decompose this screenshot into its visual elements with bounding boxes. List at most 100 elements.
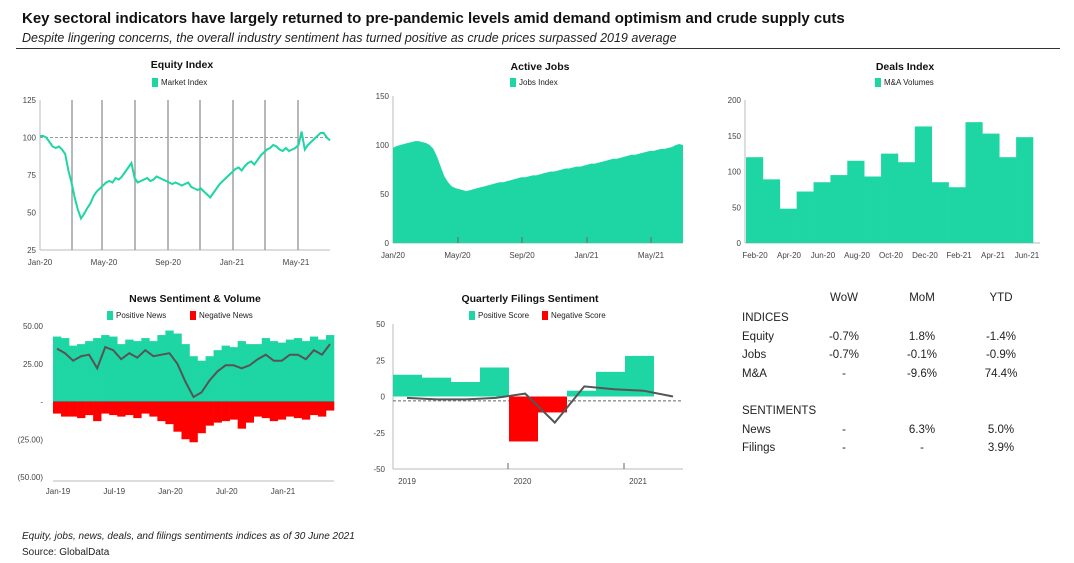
- row-label: M&A: [742, 368, 767, 380]
- news-xtick: Jul-20: [216, 487, 238, 496]
- news-negative-bar: [309, 401, 319, 416]
- filings-positive-bar: [480, 367, 509, 397]
- jobs-xtick: May/20: [444, 251, 471, 260]
- news-negative-bar: [173, 401, 182, 432]
- news-xtick: Jan-20: [158, 487, 183, 496]
- deals-xtick: Apr-20: [777, 251, 802, 260]
- deals-bar: [1016, 137, 1034, 243]
- title-divider: [16, 48, 1060, 49]
- news-positive-bar: [189, 356, 198, 402]
- row-mom: 1.8%: [908, 331, 936, 343]
- row-ytd: -1.4%: [985, 331, 1017, 343]
- news-positive-bar: [237, 341, 246, 402]
- news-positive-bar: [309, 336, 319, 402]
- equity-xtick: May-20: [91, 258, 118, 267]
- equity-series-line: [40, 131, 331, 221]
- deals-bar: [830, 175, 848, 243]
- news-negative-bar: [229, 401, 238, 420]
- deals-xtick: Aug-20: [844, 251, 870, 260]
- jobs-xtick: Sep/20: [509, 251, 535, 260]
- news-negative-bar: [53, 401, 62, 414]
- deals-xtick: Apr-21: [981, 251, 1006, 260]
- jobs-xtick: Jan/21: [574, 251, 599, 260]
- deals-legend-swatch: [875, 78, 881, 87]
- filings-negative-bar: [509, 396, 538, 442]
- equity-xtick: Jan-21: [220, 258, 245, 267]
- row-mom: -9.6%: [906, 368, 938, 380]
- news-positive-bar: [181, 344, 190, 402]
- filings-ytick: -50: [373, 465, 385, 474]
- news-positive-bar: [85, 341, 94, 402]
- filings-legend-negative-swatch: [542, 311, 548, 320]
- news-positive-bar: [221, 345, 230, 402]
- sentiments-heading: SENTIMENTS: [742, 405, 1062, 421]
- news-positive-bar: [269, 341, 279, 402]
- news-negative-bar: [221, 401, 230, 422]
- table-row: Filings - - 3.9%: [742, 442, 1062, 458]
- news-positive-bar: [149, 341, 158, 402]
- news-xtick: Jan-21: [271, 487, 296, 496]
- filings-positive-bar: [451, 382, 480, 397]
- news-negative-bar: [253, 401, 263, 417]
- table-row: M&A - -9.6% 74.4%: [742, 368, 1062, 384]
- news-ytick: 50.00: [23, 322, 44, 331]
- news-negative-bar: [245, 401, 255, 423]
- news-negative-bar: [189, 401, 198, 443]
- news-negative-bar: [213, 401, 222, 423]
- deals-ytick: 50: [732, 203, 741, 212]
- filings-ytick: 0: [381, 393, 386, 402]
- news-chart-title: News Sentiment & Volume: [129, 293, 261, 305]
- equity-ytick: 25: [27, 246, 36, 255]
- row-wow: -0.7%: [828, 349, 860, 361]
- news-positive-bar: [133, 341, 142, 402]
- news-negative-bar: [301, 401, 311, 420]
- news-positive-bar: [261, 338, 271, 402]
- news-positive-bar: [109, 336, 118, 402]
- deals-bar: [779, 208, 797, 243]
- news-negative-bar: [141, 401, 150, 414]
- row-ytd: 74.4%: [984, 368, 1018, 380]
- news-negative-bar: [125, 401, 134, 416]
- news-legend-negative-label: Negative News: [199, 311, 253, 320]
- deals-ytick: 100: [728, 168, 742, 177]
- news-legend-positive-label: Positive News: [116, 311, 166, 320]
- deals-chart-title: Deals Index: [876, 61, 935, 73]
- table-row: Equity -0.7% 1.8% -1.4%: [742, 331, 1062, 347]
- news-ytick: (50.00): [18, 473, 44, 482]
- row-mom: -: [920, 442, 924, 454]
- jobs-ytick: 50: [380, 190, 389, 199]
- news-positive-bar: [253, 344, 263, 402]
- deals-bar: [897, 162, 916, 243]
- news-negative-bar: [101, 401, 110, 414]
- equity-ytick: 125: [23, 96, 37, 105]
- news-positive-bar: [197, 360, 206, 402]
- deals-bar: [948, 187, 966, 243]
- filings-xtick: 2020: [514, 477, 532, 486]
- news-positive-bar: [157, 335, 166, 402]
- deals-bar: [813, 182, 831, 243]
- row-ytd: 5.0%: [987, 424, 1015, 436]
- news-negative-bar: [61, 401, 70, 417]
- row-mom: -0.1%: [906, 349, 938, 361]
- news-negative-bar: [69, 401, 78, 417]
- filings-positive-bar: [422, 377, 451, 397]
- filings-xtick: 2019: [398, 477, 416, 486]
- page-subtitle: Despite lingering concerns, the overall …: [22, 31, 677, 45]
- news-negative-bar: [317, 401, 327, 417]
- deals-bar: [982, 133, 1000, 243]
- news-ytick: (25.00): [18, 435, 44, 444]
- news-legend-negative-swatch: [190, 311, 196, 320]
- deals-ytick: 0: [737, 239, 742, 248]
- filings-ytick: 25: [376, 356, 385, 365]
- jobs-legend-label: Jobs Index: [519, 78, 558, 87]
- filings-chart-title: Quarterly Filings Sentiment: [461, 293, 599, 305]
- deals-xtick: Jun-20: [811, 251, 836, 260]
- equity-ytick: 50: [27, 209, 36, 218]
- deals-legend-label: M&A Volumes: [884, 78, 934, 87]
- deals-xtick: Oct-20: [879, 251, 904, 260]
- filings-legend-positive-label: Positive Score: [478, 311, 530, 320]
- news-negative-bar: [133, 401, 142, 419]
- equity-chart-title: Equity Index: [151, 59, 214, 71]
- news-negative-bar: [277, 401, 287, 420]
